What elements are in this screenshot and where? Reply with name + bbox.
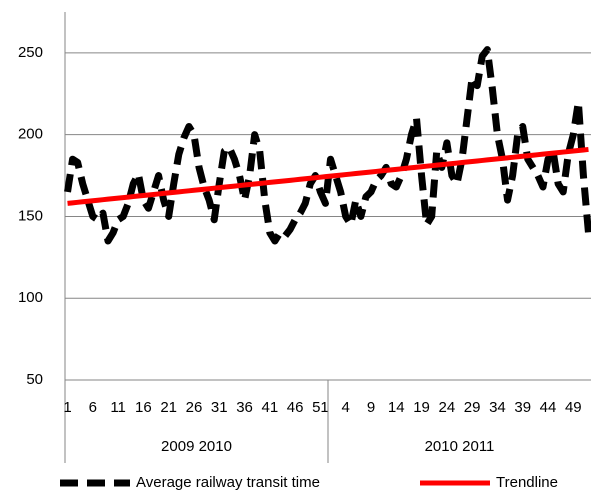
x-tick-label: 9 [367, 399, 375, 416]
x-tick-label: 19 [413, 399, 430, 416]
x-tick-label: 6 [89, 399, 97, 416]
x-tick-label: 24 [439, 399, 456, 416]
group-label: 2009 2010 [161, 438, 232, 455]
x-tick-label: 26 [186, 399, 203, 416]
x-tick-label: 16 [135, 399, 152, 416]
series-line [67, 146, 589, 206]
y-tick-label: 150 [18, 207, 43, 224]
x-tick-label: 4 [342, 399, 350, 416]
x-tick-label: 49 [565, 399, 582, 416]
x-tick-label: 21 [160, 399, 177, 416]
x-tick-label: 1 [63, 399, 71, 416]
group-label: 2010 2011 [425, 438, 495, 455]
x-tick-label: 14 [388, 399, 405, 416]
x-tick-label: 34 [489, 399, 506, 416]
x-tick-label: 11 [110, 399, 126, 416]
y-tick-label: 200 [18, 126, 43, 143]
y-tick-label: 250 [18, 44, 43, 61]
legend-label: Trendline [496, 474, 558, 491]
x-tick-label: 44 [540, 399, 557, 416]
y-tick-label: 100 [18, 289, 43, 306]
x-tick-label: 51 [312, 399, 329, 416]
series-line [64, 46, 591, 245]
x-tick-label: 31 [211, 399, 228, 416]
y-tick-label: 50 [26, 371, 43, 388]
legend-label: Average railway transit time [136, 474, 320, 491]
x-tick-label: 29 [464, 399, 481, 416]
x-tick-label: 39 [514, 399, 531, 416]
x-tick-label: 46 [287, 399, 304, 416]
x-tick-label: 36 [236, 399, 253, 416]
x-tick-label: 41 [261, 399, 278, 416]
